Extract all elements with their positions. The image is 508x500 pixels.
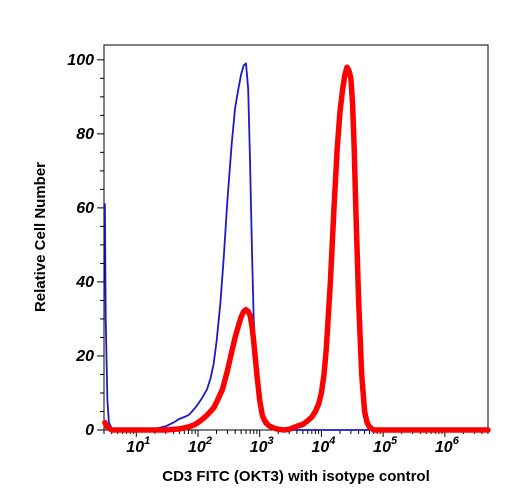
x-tick-label: 102 [188, 435, 212, 456]
isotype-control-histogram [104, 62, 489, 431]
y-axis: 0 20 40 60 80 100 [67, 52, 104, 439]
y-tick-label: 0 [85, 422, 94, 439]
y-tick-label: 80 [76, 126, 94, 143]
plot-frame [103, 44, 489, 431]
series-layer [102, 62, 491, 433]
y-axis-title: Relative Cell Number [32, 162, 49, 312]
x-tick-label: 105 [373, 435, 398, 456]
cd3-stained-histogram [102, 64, 491, 433]
x-axis-title: CD3 FITC (OKT3) with isotype control [162, 468, 430, 485]
x-axis: 101 102 103 104 105 106 [103, 430, 489, 456]
x-tick-label: 103 [250, 435, 274, 456]
x-tick-label: 104 [311, 435, 335, 456]
y-tick-label: 40 [75, 274, 94, 291]
x-tick-label: 101 [126, 435, 150, 456]
y-tick-label: 20 [75, 348, 94, 365]
y-tick-label: 60 [76, 200, 94, 217]
x-tick-label: 106 [435, 435, 460, 456]
y-tick-label: 100 [67, 52, 94, 69]
